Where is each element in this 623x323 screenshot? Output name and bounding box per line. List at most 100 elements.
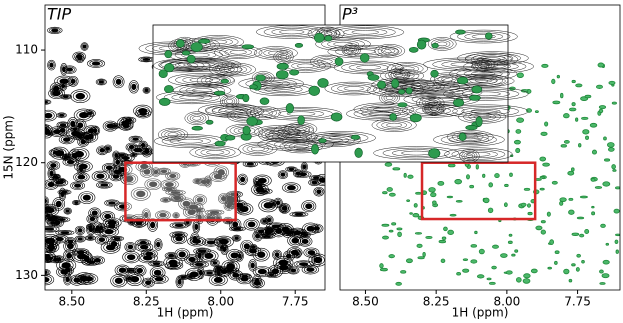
contour-peak [87, 59, 106, 68]
contour-peak [475, 164, 479, 170]
contour-peak [82, 44, 87, 49]
contour-peak [581, 116, 589, 120]
inset-contour [246, 106, 281, 120]
contour-peak [204, 209, 225, 216]
contour-peak [280, 263, 292, 272]
contour-peak [74, 201, 79, 204]
inset-contour [219, 64, 252, 75]
contour-peak [156, 241, 161, 248]
contour-peak [75, 173, 88, 181]
contour-peak [110, 274, 128, 288]
contour-peak [125, 272, 144, 286]
contour-peak [159, 212, 167, 218]
contour-peak [257, 229, 265, 234]
contour-peak [193, 194, 207, 206]
contour-peak [63, 273, 72, 286]
contour-peak [119, 118, 132, 129]
inset-contour [432, 59, 499, 70]
contour-peak [73, 172, 90, 183]
contour-peak [437, 180, 445, 186]
contour-peak [135, 242, 154, 252]
contour-peak [173, 212, 179, 218]
contour-peak [559, 197, 567, 202]
inset-peak [220, 78, 229, 84]
contour-peak [470, 244, 478, 248]
contour-peak [539, 156, 547, 162]
inset-contour [424, 103, 444, 114]
inset-contour [384, 48, 396, 54]
contour-peak [462, 258, 469, 261]
contour-peak [254, 249, 268, 260]
inset-contour [391, 81, 461, 93]
contour-peak [98, 182, 111, 188]
contour-peak [249, 278, 265, 289]
contour-peak [48, 161, 59, 170]
contour-peak [508, 233, 513, 237]
contour-peak [514, 249, 519, 253]
contour-peak [287, 234, 304, 247]
inset-contour [395, 64, 420, 73]
contour-peak [114, 152, 119, 158]
contour-peak [300, 162, 308, 172]
contour-peak [130, 136, 141, 142]
inset-peak [246, 116, 258, 127]
contour-peak [201, 251, 216, 261]
inset-contour [449, 29, 518, 44]
contour-peak [103, 242, 118, 253]
contour-peak [416, 243, 423, 248]
contour-peak [248, 259, 258, 272]
contour-peak [63, 249, 76, 263]
contour-peak [576, 253, 581, 258]
inset-contour [277, 53, 290, 61]
contour-peak [284, 183, 299, 192]
inset-contour [286, 128, 302, 134]
inset-peak [397, 102, 408, 108]
contour-peak [238, 175, 247, 184]
contour-peak [281, 206, 287, 211]
contour-peak [45, 227, 55, 231]
contour-peak [278, 203, 291, 214]
contour-peak [124, 252, 138, 262]
inset-contour [450, 62, 481, 67]
contour-peak [224, 202, 233, 210]
inset-contour [155, 90, 228, 105]
inset-contour [451, 131, 489, 143]
inset-peak [311, 144, 319, 155]
contour-peak [80, 42, 89, 51]
contour-peak [74, 119, 87, 132]
contour-peak [206, 240, 216, 245]
contour-peak [381, 223, 390, 227]
contour-peak [161, 197, 170, 202]
inset-contour [343, 86, 365, 91]
contour-peak [397, 231, 402, 238]
contour-peak [84, 235, 96, 241]
inset-contour [223, 65, 248, 74]
x-tick-label: 8.25 [423, 295, 450, 309]
contour-peak [255, 267, 270, 276]
inset-contour [321, 38, 365, 50]
contour-peak [139, 244, 149, 250]
contour-peak [500, 253, 508, 258]
contour-peak [599, 282, 606, 285]
contour-peak [516, 277, 522, 283]
contour-peak [63, 155, 68, 160]
x-axis-label: 1H (ppm) [157, 306, 214, 320]
contour-peak [240, 176, 246, 183]
contour-peak [594, 186, 603, 189]
inset-contour [253, 46, 298, 60]
inset-peak [259, 97, 270, 105]
contour-peak [568, 197, 574, 201]
contour-peak [74, 183, 82, 188]
contour-peak [65, 127, 86, 140]
contour-peak [305, 203, 313, 210]
inset-peak [405, 87, 413, 95]
contour-peak [64, 251, 74, 261]
contour-peak [51, 256, 60, 263]
contour-peak [523, 187, 531, 191]
contour-peak [232, 221, 239, 228]
contour-peak [282, 250, 295, 262]
contour-peak [237, 173, 248, 186]
contour-peak [571, 232, 580, 236]
contour-peak [148, 260, 165, 267]
panel-title: TIP [47, 5, 71, 24]
